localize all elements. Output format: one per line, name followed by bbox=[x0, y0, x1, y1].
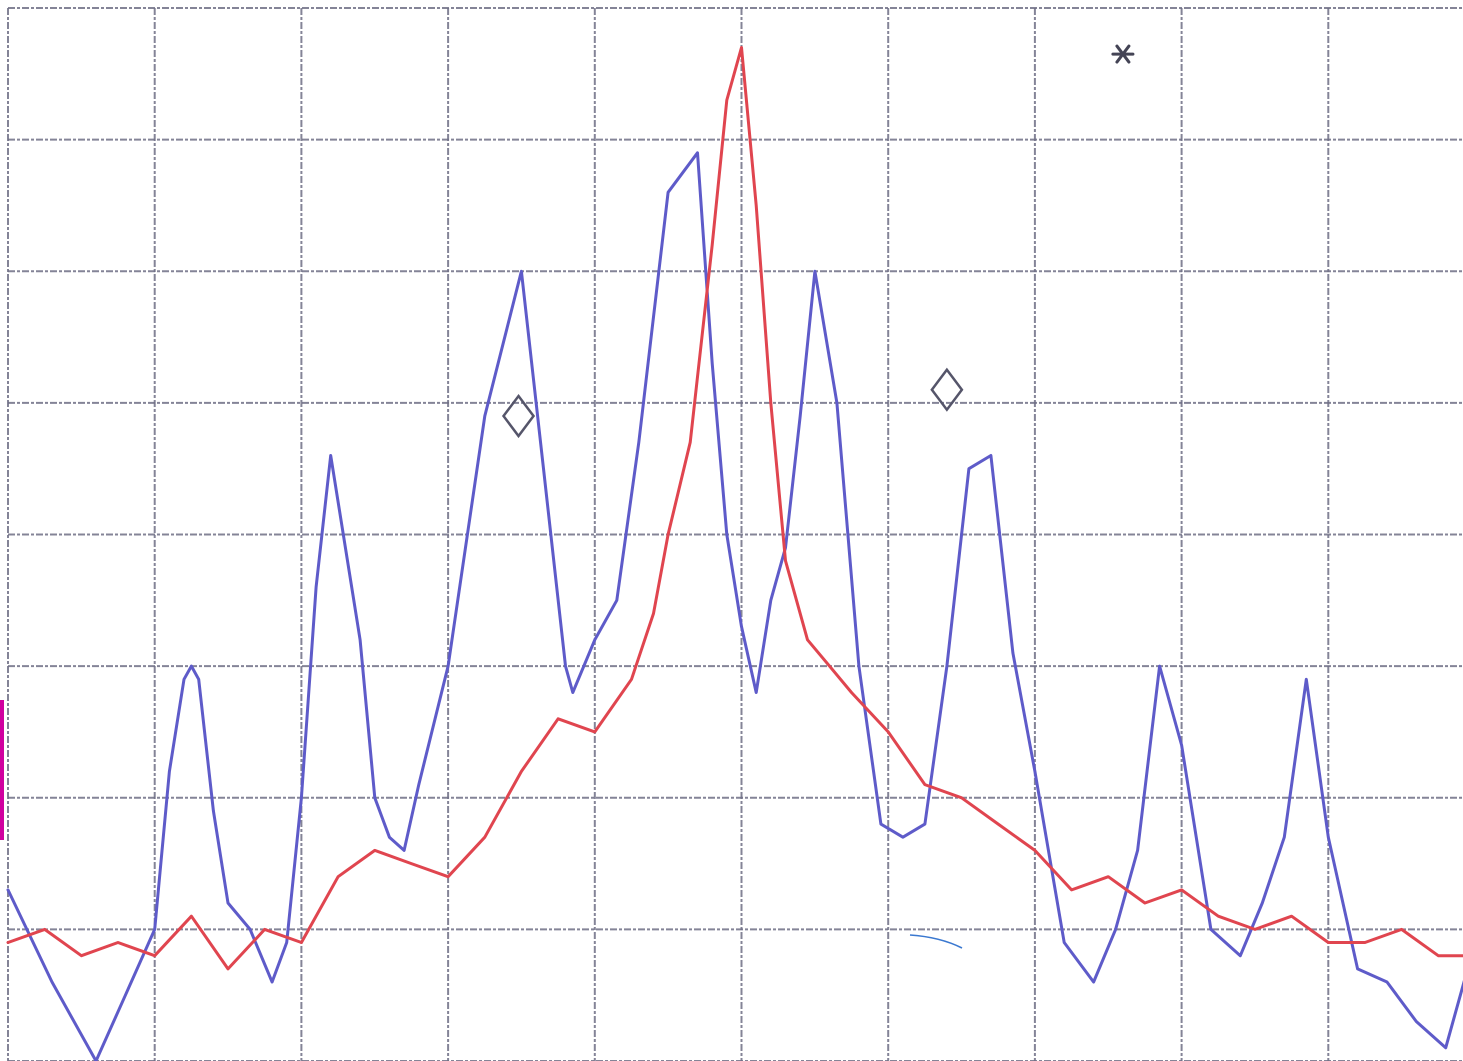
marker-layer bbox=[501, 44, 1135, 439]
asterisk-stroke bbox=[1115, 44, 1131, 64]
grid-layer bbox=[7, 7, 1463, 1061]
series-line-2 bbox=[6, 46, 1463, 971]
series-line-1 bbox=[6, 151, 1463, 1061]
stray-pen-mark bbox=[909, 934, 963, 949]
diamond-marker-1 bbox=[501, 393, 536, 439]
diamond-marker-2 bbox=[930, 367, 964, 412]
trace-layer bbox=[6, 46, 1463, 1061]
asterisk-annotation-1 bbox=[1111, 44, 1135, 64]
left-edge-mark bbox=[0, 700, 4, 840]
